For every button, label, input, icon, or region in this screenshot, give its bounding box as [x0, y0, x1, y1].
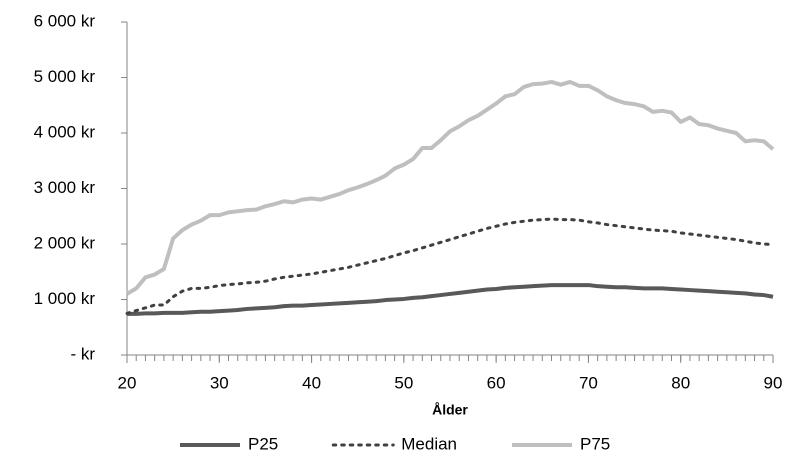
legend-label: P75: [580, 434, 610, 453]
y-tick-label: 4 000 kr: [34, 122, 96, 141]
series-line: [127, 283, 774, 316]
y-tick-label: - kr: [70, 344, 95, 363]
x-tick-label: 20: [118, 373, 137, 392]
x-tick-label: 90: [764, 373, 783, 392]
series-line: [125, 79, 775, 296]
x-tick-label: 50: [394, 373, 413, 392]
y-tick-label: 3 000 kr: [34, 178, 96, 197]
series-line: [125, 217, 775, 315]
x-tick-label: 60: [487, 373, 506, 392]
x-tick-label: 80: [671, 373, 690, 392]
y-tick-label: 2 000 kr: [34, 233, 96, 252]
legend-label: Median: [401, 434, 457, 453]
x-axis-label: Ålder: [432, 402, 468, 418]
x-tick-label: 70: [579, 373, 598, 392]
y-tick-label: 5 000 kr: [34, 67, 96, 86]
y-tick-label: 6 000 kr: [34, 11, 96, 30]
x-tick-label: 40: [302, 373, 321, 392]
y-tick-label: 1 000 kr: [34, 289, 96, 308]
legend-label: P25: [248, 434, 278, 453]
x-tick-label: 30: [210, 373, 229, 392]
